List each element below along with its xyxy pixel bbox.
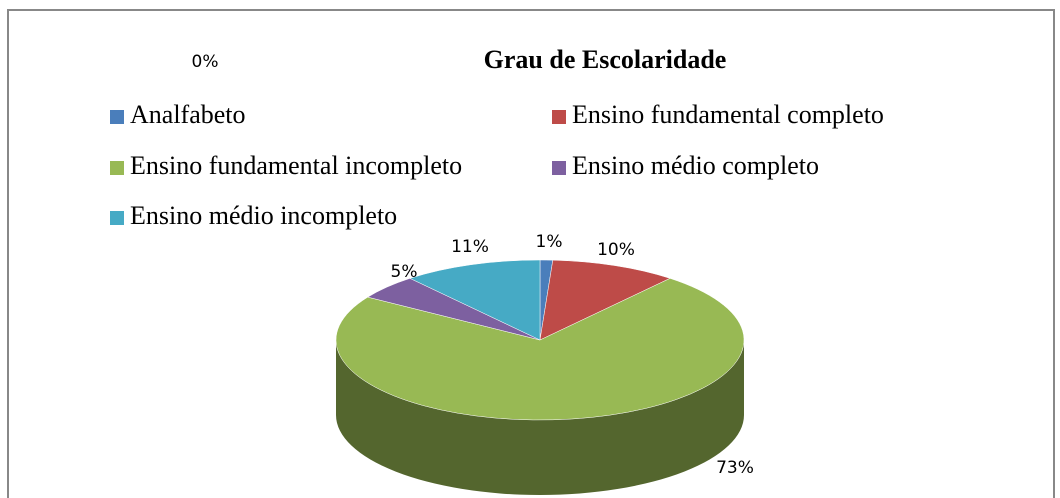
chart-title: Grau de Escolaridade [484, 45, 727, 74]
pie-slice [409, 259, 541, 341]
annotation: 0% [192, 52, 219, 72]
data-label: 10% [597, 240, 635, 260]
legend-swatch [552, 110, 566, 124]
legend-label: Ensino fundamental incompleto [130, 151, 462, 180]
data-label: 73% [716, 458, 754, 478]
data-label: 1% [536, 232, 563, 252]
legend-label: Ensino fundamental completo [572, 100, 884, 129]
legend-swatch [552, 161, 566, 175]
legend-label: Ensino médio completo [572, 151, 819, 180]
legend-label: Analfabeto [130, 100, 246, 129]
legend-swatch [110, 110, 124, 124]
pie-slice [335, 278, 745, 421]
legend-swatch [110, 211, 124, 225]
data-label: 11% [451, 237, 489, 257]
pie-side [336, 340, 744, 495]
pie-slice [539, 259, 671, 341]
data-label: 5% [391, 262, 418, 282]
legend-swatch [110, 161, 124, 175]
legend-label: Ensino médio incompleto [130, 201, 397, 230]
